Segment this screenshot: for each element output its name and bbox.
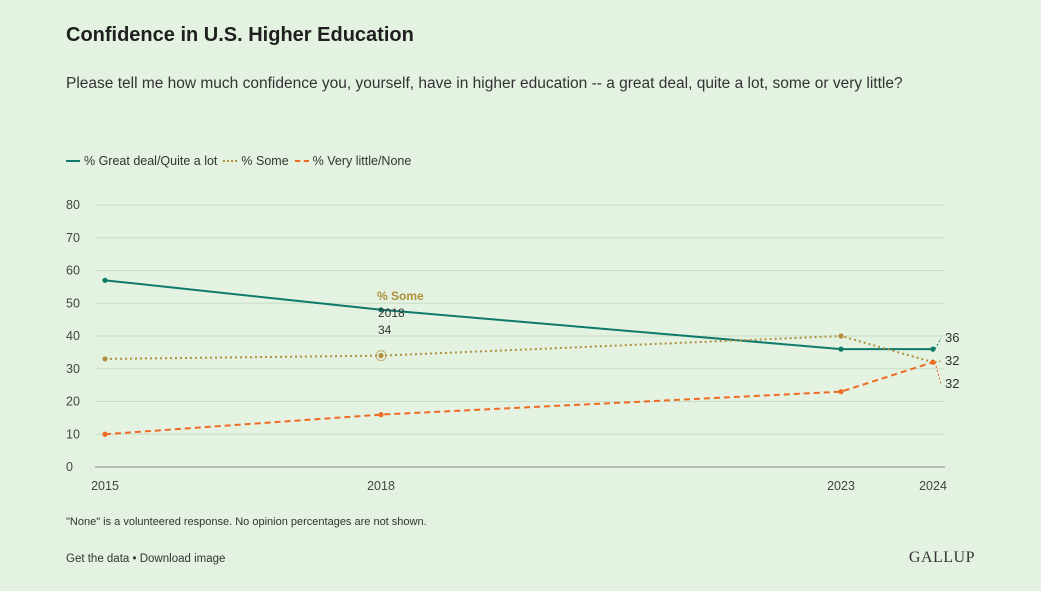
series-line-2[interactable] [104,361,934,436]
gallup-logo: GALLUP [908,549,975,566]
grid [95,204,945,468]
end-labels: 36 32 32 [934,330,959,391]
legend-swatch-little [294,160,309,162]
legend-label-great: % Great deal/Quite a lot [84,154,218,168]
chart-title: Confidence in U.S. Higher Education [66,24,414,46]
tooltip-series: % Some [377,289,424,303]
y-tick-label: 30 [66,362,80,376]
end-label-0: 36 [945,330,959,345]
footer-separator: • [132,553,137,565]
legend-item-little[interactable]: % Very little/None [294,154,412,168]
series-0-point[interactable] [102,277,108,283]
tooltip-x: 2018 [378,306,405,320]
series-0-point[interactable] [838,346,844,352]
y-tick-label: 60 [66,264,80,278]
tooltip: % Some 2018 34 [377,289,424,337]
series-line-1[interactable] [104,334,934,364]
x-tick-label: 2015 [91,479,119,493]
tooltip-y: 34 [378,323,392,337]
x-tick-label: 2024 [919,479,947,493]
legend: % Great deal/Quite a lot % Some % Very l… [66,154,417,168]
chart-subtitle: Please tell me how much confidence you, … [66,75,903,92]
legend-label-little: % Very little/None [312,154,412,168]
x-tick-label: 2023 [827,479,855,493]
download-image-link[interactable]: Download image [139,553,226,565]
series-0-point[interactable] [930,346,936,352]
line-chart: 0 10 20 30 40 50 60 70 80 2015 2018 2023 2024 36 32 32… [66,198,959,493]
hover-point-highlight [375,350,387,362]
y-tick-label: 10 [66,427,80,441]
legend-swatch-some [223,160,238,162]
legend-swatch-great [66,160,80,162]
legend-item-great[interactable]: % Great deal/Quite a lot [66,154,217,168]
y-tick-label: 0 [66,460,73,474]
y-tick-label: 40 [66,329,80,343]
end-label-leader-2 [934,362,942,385]
series-2-point[interactable] [930,359,936,365]
series-1-point[interactable] [102,356,108,362]
x-tick-label: 2018 [367,479,395,493]
get-data-link[interactable]: Get the data [66,553,130,565]
end-label-2: 32 [945,376,959,391]
y-tick-label: 80 [66,198,80,212]
footer-links: Get the data • Download image [66,553,225,565]
end-label-leader-0 [934,337,942,350]
chart-note: "None" is a volunteered response. No opi… [66,516,427,528]
axes: 0 10 20 30 40 50 60 70 80 2015 2018 2023 2024 [66,198,947,493]
series-2-point[interactable] [378,412,384,418]
y-tick-label: 20 [66,395,80,409]
legend-item-some[interactable]: % Some [223,154,289,168]
end-label-1: 32 [945,353,959,368]
series-0-point[interactable] [378,307,384,313]
legend-label-some: % Some [241,154,289,168]
end-label-leader-1 [934,360,942,363]
series-1-point[interactable] [378,353,384,359]
y-tick-label: 70 [66,231,80,245]
series-line-0[interactable] [104,279,933,351]
y-tick-label: 50 [66,296,80,310]
series [102,277,936,437]
series-2-point[interactable] [102,431,108,437]
series-1-point[interactable] [838,333,844,339]
series-2-point[interactable] [838,389,844,395]
